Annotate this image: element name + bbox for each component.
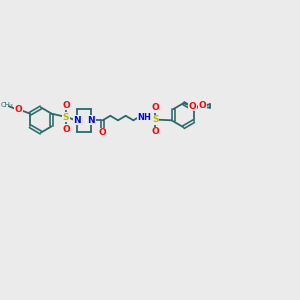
- Text: S: S: [152, 115, 158, 124]
- Text: N: N: [88, 116, 95, 125]
- Text: NH: NH: [137, 113, 151, 122]
- Text: O: O: [14, 105, 22, 114]
- Text: O: O: [188, 102, 196, 111]
- Text: O: O: [62, 125, 70, 134]
- Text: N: N: [73, 116, 81, 125]
- Text: O: O: [152, 127, 159, 136]
- Text: CH₃: CH₃: [1, 102, 13, 108]
- Text: S: S: [63, 113, 69, 122]
- Text: O: O: [152, 103, 159, 112]
- Text: O: O: [99, 128, 106, 137]
- Text: O: O: [199, 101, 206, 110]
- Text: O: O: [62, 101, 70, 110]
